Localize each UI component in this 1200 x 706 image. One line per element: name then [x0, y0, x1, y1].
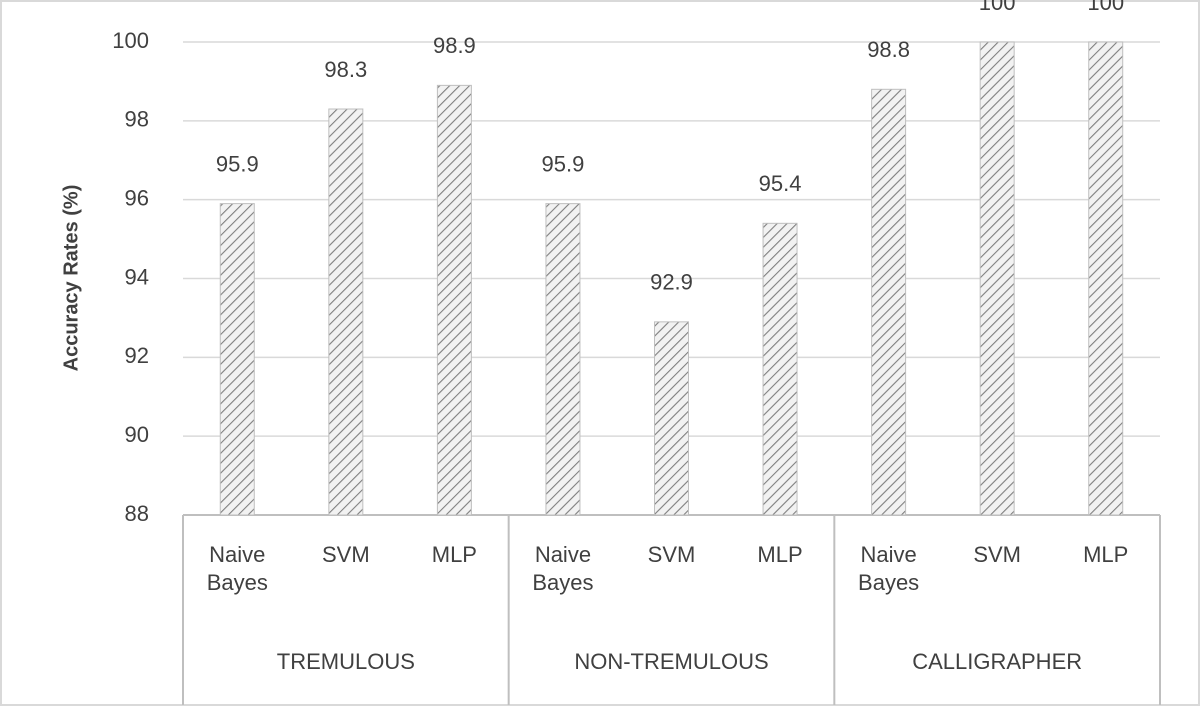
x-tick-label-box: MLP [757, 542, 803, 567]
bar [219, 203, 255, 516]
bar [545, 203, 581, 516]
x-tick-label-box: SVM [647, 542, 696, 567]
value-label: 100 [1087, 0, 1124, 15]
y-tick-label: 88 [125, 501, 149, 526]
x-tick-label: MLP [431, 542, 477, 567]
y-tick-label: 98 [125, 107, 149, 132]
y-tick-label: 100 [112, 28, 149, 53]
x-tick-label-box: Naive Bayes [206, 542, 268, 595]
bar [654, 321, 689, 516]
bar [762, 222, 798, 516]
x-tick-label: Naive Bayes [858, 542, 920, 595]
x-tick-label-box: SVM [973, 542, 1021, 567]
bar [436, 84, 472, 516]
group-label: CALLIGRAPHER [912, 649, 1082, 674]
group-label: TREMULOUS [277, 649, 415, 674]
value-label: 98.8 [867, 37, 910, 62]
value-label: 95.9 [542, 151, 585, 176]
bar [328, 108, 364, 516]
x-tick-label: MLP [757, 542, 803, 567]
y-tick-label: 94 [125, 264, 149, 289]
x-tick-label-box: MLP [1083, 542, 1129, 567]
bar [871, 88, 907, 516]
bar [979, 41, 1015, 516]
value-label: 100 [979, 0, 1016, 15]
x-tick-label-box: Naive Bayes [858, 542, 920, 595]
x-tick-label: SVM [647, 542, 696, 567]
value-label: 95.4 [759, 171, 802, 196]
value-label: 98.3 [324, 57, 367, 82]
value-label: 95.9 [216, 151, 259, 176]
y-tick-label: 96 [125, 185, 149, 210]
y-tick-label: 90 [125, 422, 149, 447]
x-tick-label-box: MLP [431, 542, 477, 567]
group-label: NON-TREMULOUS [574, 649, 768, 674]
x-tick-label: Naive Bayes [206, 542, 268, 595]
x-tick-label: Naive Bayes [532, 542, 594, 595]
x-tick-label: MLP [1083, 542, 1129, 567]
x-tick-label-box: SVM [321, 542, 370, 567]
x-tick-label: SVM [973, 542, 1021, 567]
x-tick-label-box: Naive Bayes [532, 542, 594, 595]
value-label: 92.9 [650, 270, 693, 295]
value-label: 98.9 [433, 33, 476, 58]
x-tick-label: SVM [321, 542, 370, 567]
bar [1088, 41, 1124, 516]
y-axis-title: Accuracy Rates (%) [60, 185, 82, 372]
y-tick-label: 92 [125, 343, 149, 368]
